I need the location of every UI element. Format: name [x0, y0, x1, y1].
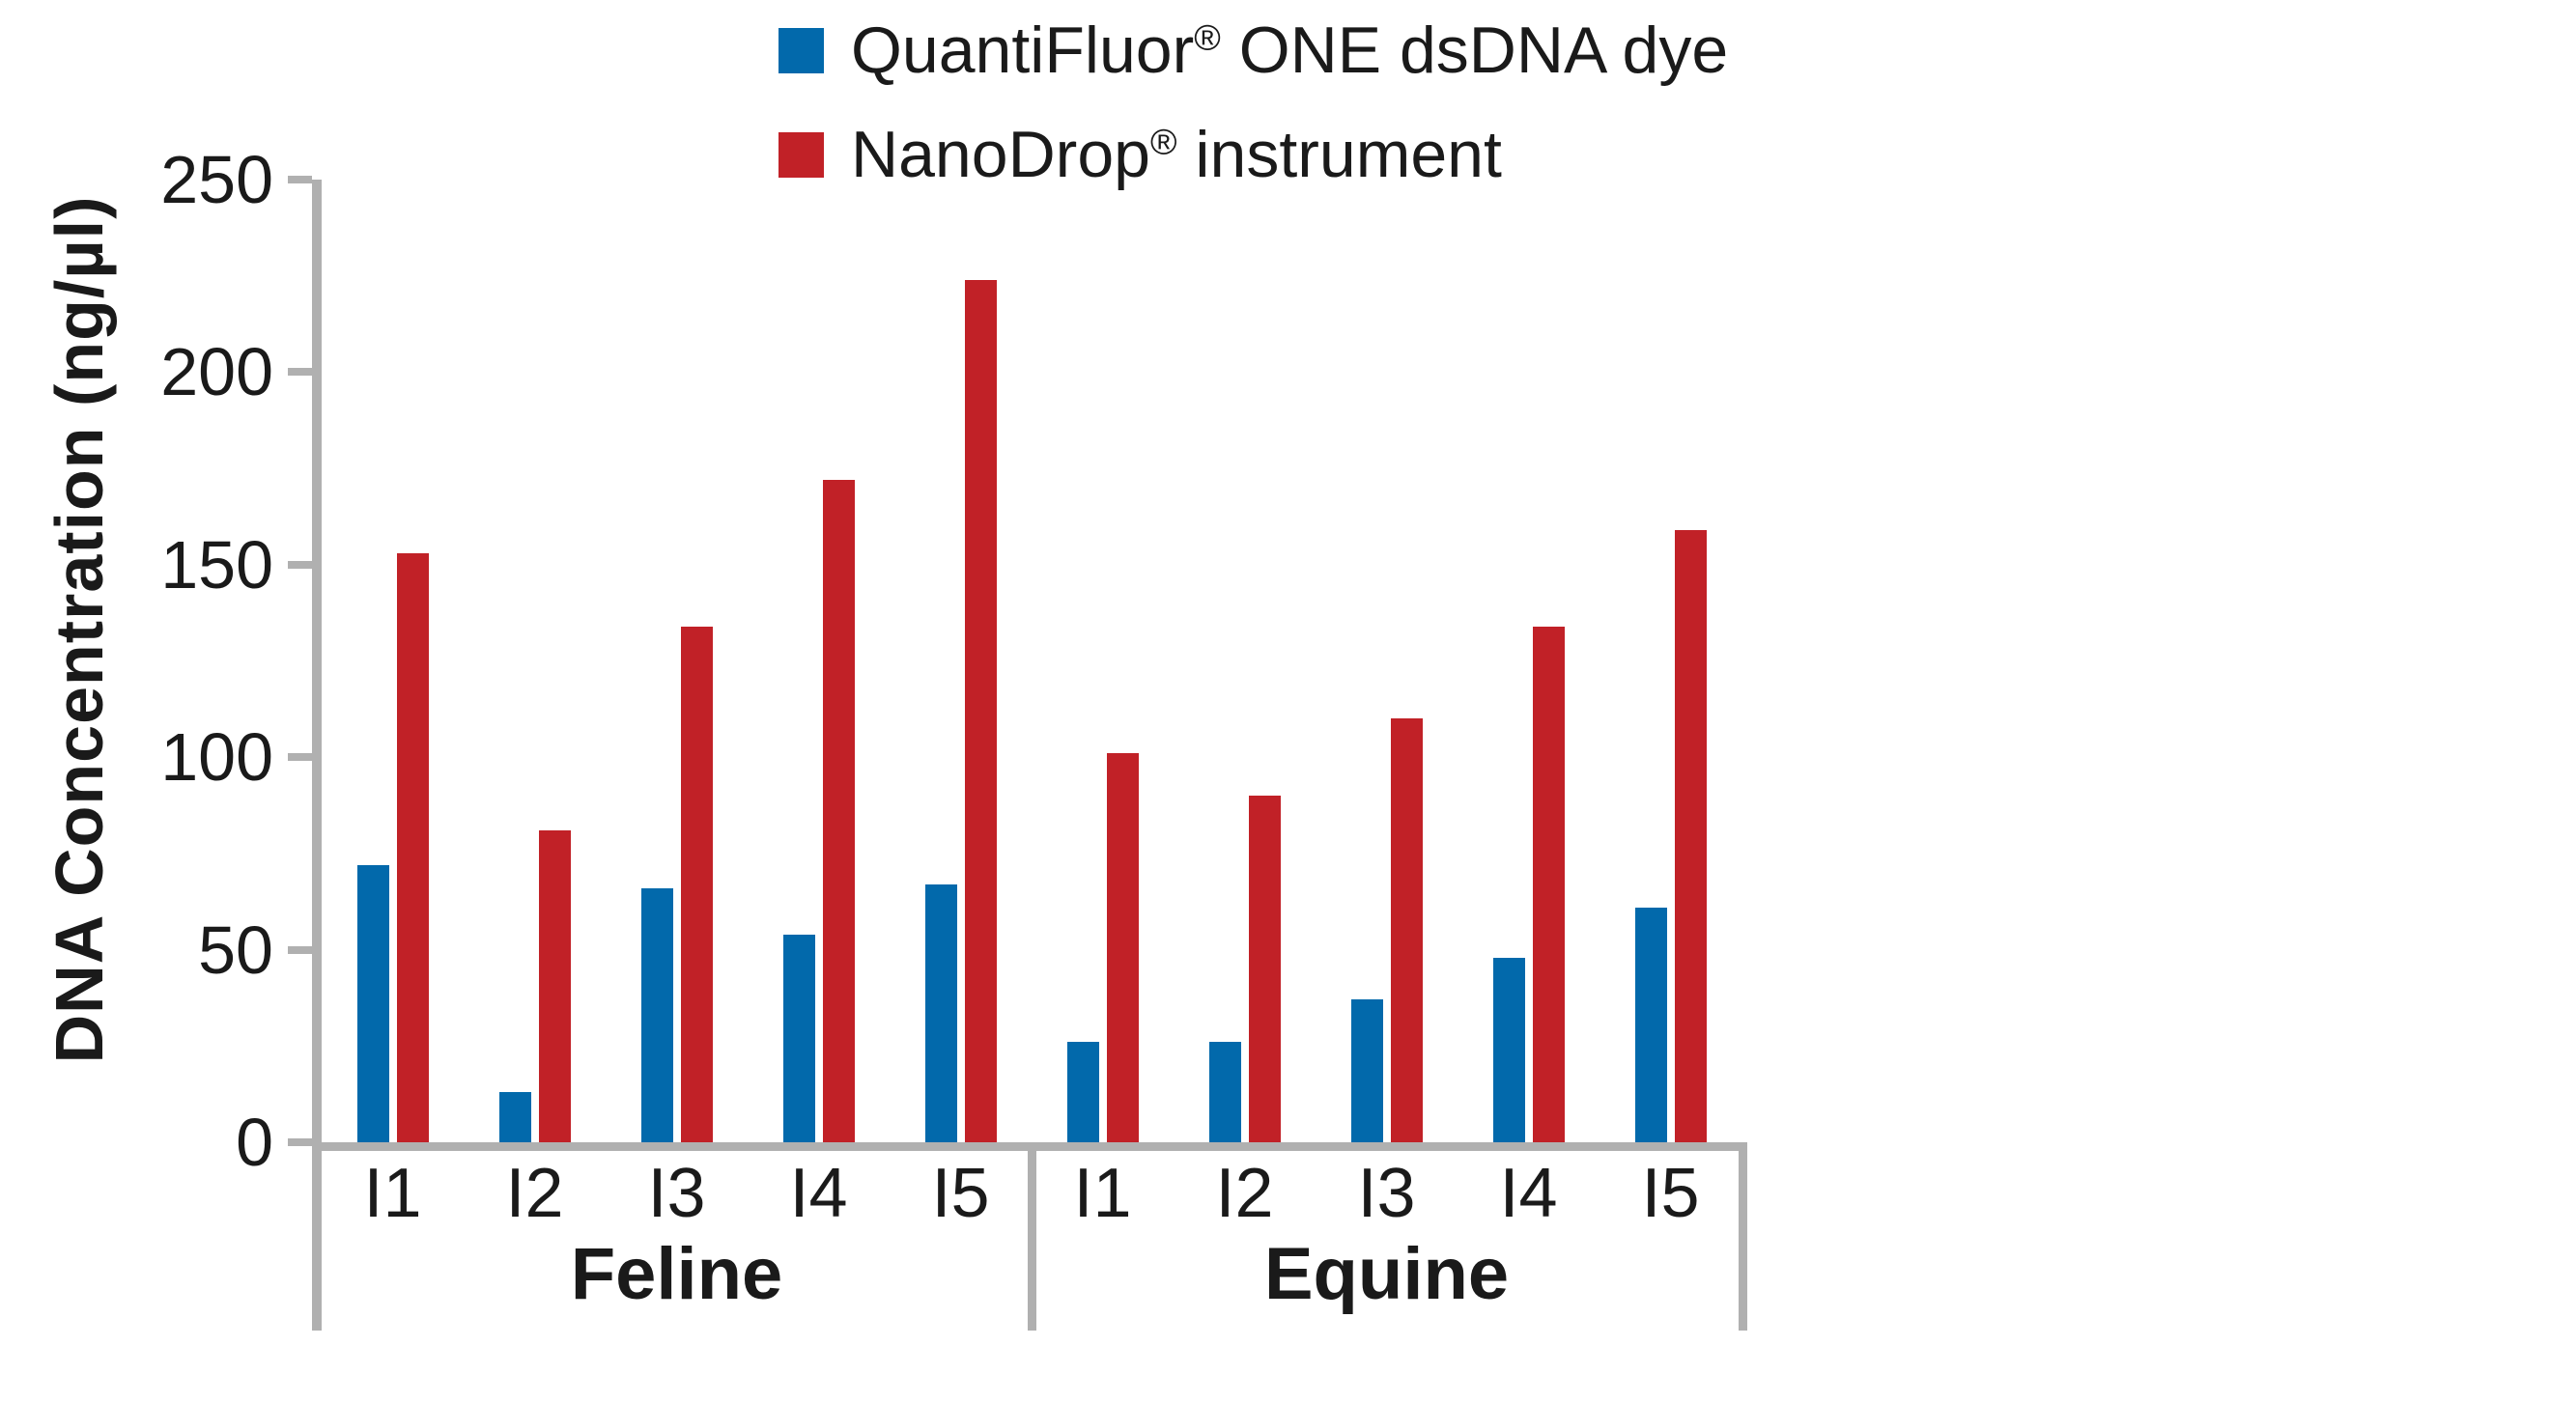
- bar-equine-I5-nanodrop: [1674, 529, 1707, 1142]
- bar-equine-I3-nanodrop: [1390, 718, 1423, 1142]
- legend-swatch-blue-icon: [778, 27, 824, 73]
- category-row-equine: I1 I2 I3 I4 I5: [1032, 1159, 1741, 1228]
- legend-label-text: ONE dsDNA dye: [1220, 14, 1729, 87]
- bar-feline-I4-quantifluor: [782, 934, 815, 1142]
- bar-equine-I4-quantifluor: [1492, 957, 1525, 1142]
- group-divider-right: [1739, 1142, 1747, 1331]
- bar-pair-equine-I3: [1316, 180, 1458, 1142]
- bar-pair-feline-I2: [464, 180, 606, 1142]
- bar-feline-I4-nanodrop: [822, 480, 855, 1142]
- group-label-feline: Feline: [570, 1233, 783, 1315]
- legend: QuantiFluor® ONE dsDNA dye NanoDrop® ins…: [778, 17, 1728, 187]
- bar-equine-I4-nanodrop: [1532, 626, 1565, 1142]
- bar-pair-equine-I1: [1032, 180, 1174, 1142]
- bar-equine-I3-quantifluor: [1350, 999, 1383, 1142]
- legend-label-text: instrument: [1176, 118, 1502, 191]
- y-tick-mark-100: [288, 753, 312, 762]
- bar-feline-I5-quantifluor: [924, 883, 957, 1142]
- category-label-equine-I2: I2: [1215, 1155, 1274, 1232]
- bar-pair-equine-I2: [1174, 180, 1316, 1142]
- bar-equine-I2-quantifluor: [1208, 1042, 1241, 1142]
- bar-feline-I1-nanodrop: [396, 552, 429, 1142]
- group-label-equine: Equine: [1263, 1233, 1510, 1315]
- legend-label-text: QuantiFluor: [851, 14, 1195, 87]
- legend-label-nanodrop: NanoDrop® instrument: [851, 122, 1502, 187]
- registered-mark: ®: [1149, 121, 1177, 162]
- category-label-feline-I5: I5: [931, 1155, 990, 1232]
- bar-pair-feline-I5: [890, 180, 1032, 1142]
- bar-equine-I2-nanodrop: [1248, 796, 1281, 1142]
- bar-pair-equine-I5: [1599, 180, 1741, 1142]
- y-tick-label-250: 250: [160, 142, 273, 217]
- bar-equine-I1-quantifluor: [1066, 1042, 1099, 1142]
- bar-pair-feline-I4: [748, 180, 890, 1142]
- bar-feline-I3-nanodrop: [680, 626, 713, 1142]
- category-label-equine-I4: I4: [1499, 1155, 1558, 1232]
- legend-item-nanodrop: NanoDrop® instrument: [778, 122, 1728, 187]
- y-tick-label-50: 50: [198, 911, 273, 988]
- y-tick-label-100: 100: [160, 719, 273, 796]
- plot-area: 0 50 100 150 200 250 I1 I2 I3 I4 I5 I1 I2 I3 I4 I5 Fel…: [160, 146, 1747, 1331]
- bar-group-feline: [322, 180, 1032, 1142]
- category-label-feline-I4: I4: [789, 1155, 848, 1232]
- bar-pair-feline-I3: [606, 180, 748, 1142]
- bar-feline-I2-quantifluor: [498, 1092, 531, 1142]
- bar-feline-I1-quantifluor: [356, 864, 389, 1142]
- registered-mark: ®: [1194, 16, 1221, 58]
- y-tick-label-150: 150: [160, 526, 273, 603]
- group-divider-middle: [1028, 1142, 1036, 1331]
- bar-feline-I2-nanodrop: [538, 829, 571, 1142]
- y-tick-mark-150: [288, 560, 312, 569]
- y-axis-title: DNA Concentration (ng/µl): [42, 195, 117, 1064]
- category-label-feline-I2: I2: [505, 1155, 564, 1232]
- legend-label-text: NanoDrop: [851, 118, 1150, 191]
- y-tick-label-0: 0: [236, 1105, 273, 1180]
- category-label-feline-I3: I3: [647, 1155, 706, 1232]
- category-label-equine-I3: I3: [1357, 1155, 1416, 1232]
- y-tick-mark-0: [288, 1138, 312, 1146]
- bar-feline-I5-nanodrop: [964, 279, 997, 1142]
- category-label-equine-I1: I1: [1073, 1155, 1132, 1232]
- y-tick-mark-50: [288, 945, 312, 954]
- category-label-feline-I1: I1: [363, 1155, 422, 1232]
- bar-equine-I5-quantifluor: [1634, 907, 1667, 1142]
- y-tick-mark-250: [288, 176, 312, 183]
- legend-swatch-red-icon: [778, 131, 824, 178]
- bar-pair-equine-I4: [1458, 180, 1599, 1142]
- y-tick-mark-200: [288, 368, 312, 377]
- category-label-equine-I5: I5: [1641, 1155, 1700, 1232]
- bar-pair-feline-I1: [322, 180, 464, 1142]
- bars-layer: [322, 180, 1741, 1142]
- y-axis-line: [312, 180, 322, 1331]
- category-row-feline: I1 I2 I3 I4 I5: [322, 1159, 1032, 1228]
- bar-group-equine: [1032, 180, 1741, 1142]
- y-tick-label-200: 200: [160, 334, 273, 410]
- legend-item-quantifluor: QuantiFluor® ONE dsDNA dye: [778, 17, 1728, 83]
- bar-equine-I1-nanodrop: [1106, 753, 1139, 1142]
- bar-feline-I3-quantifluor: [640, 887, 673, 1142]
- legend-label-quantifluor: QuantiFluor® ONE dsDNA dye: [851, 17, 1728, 83]
